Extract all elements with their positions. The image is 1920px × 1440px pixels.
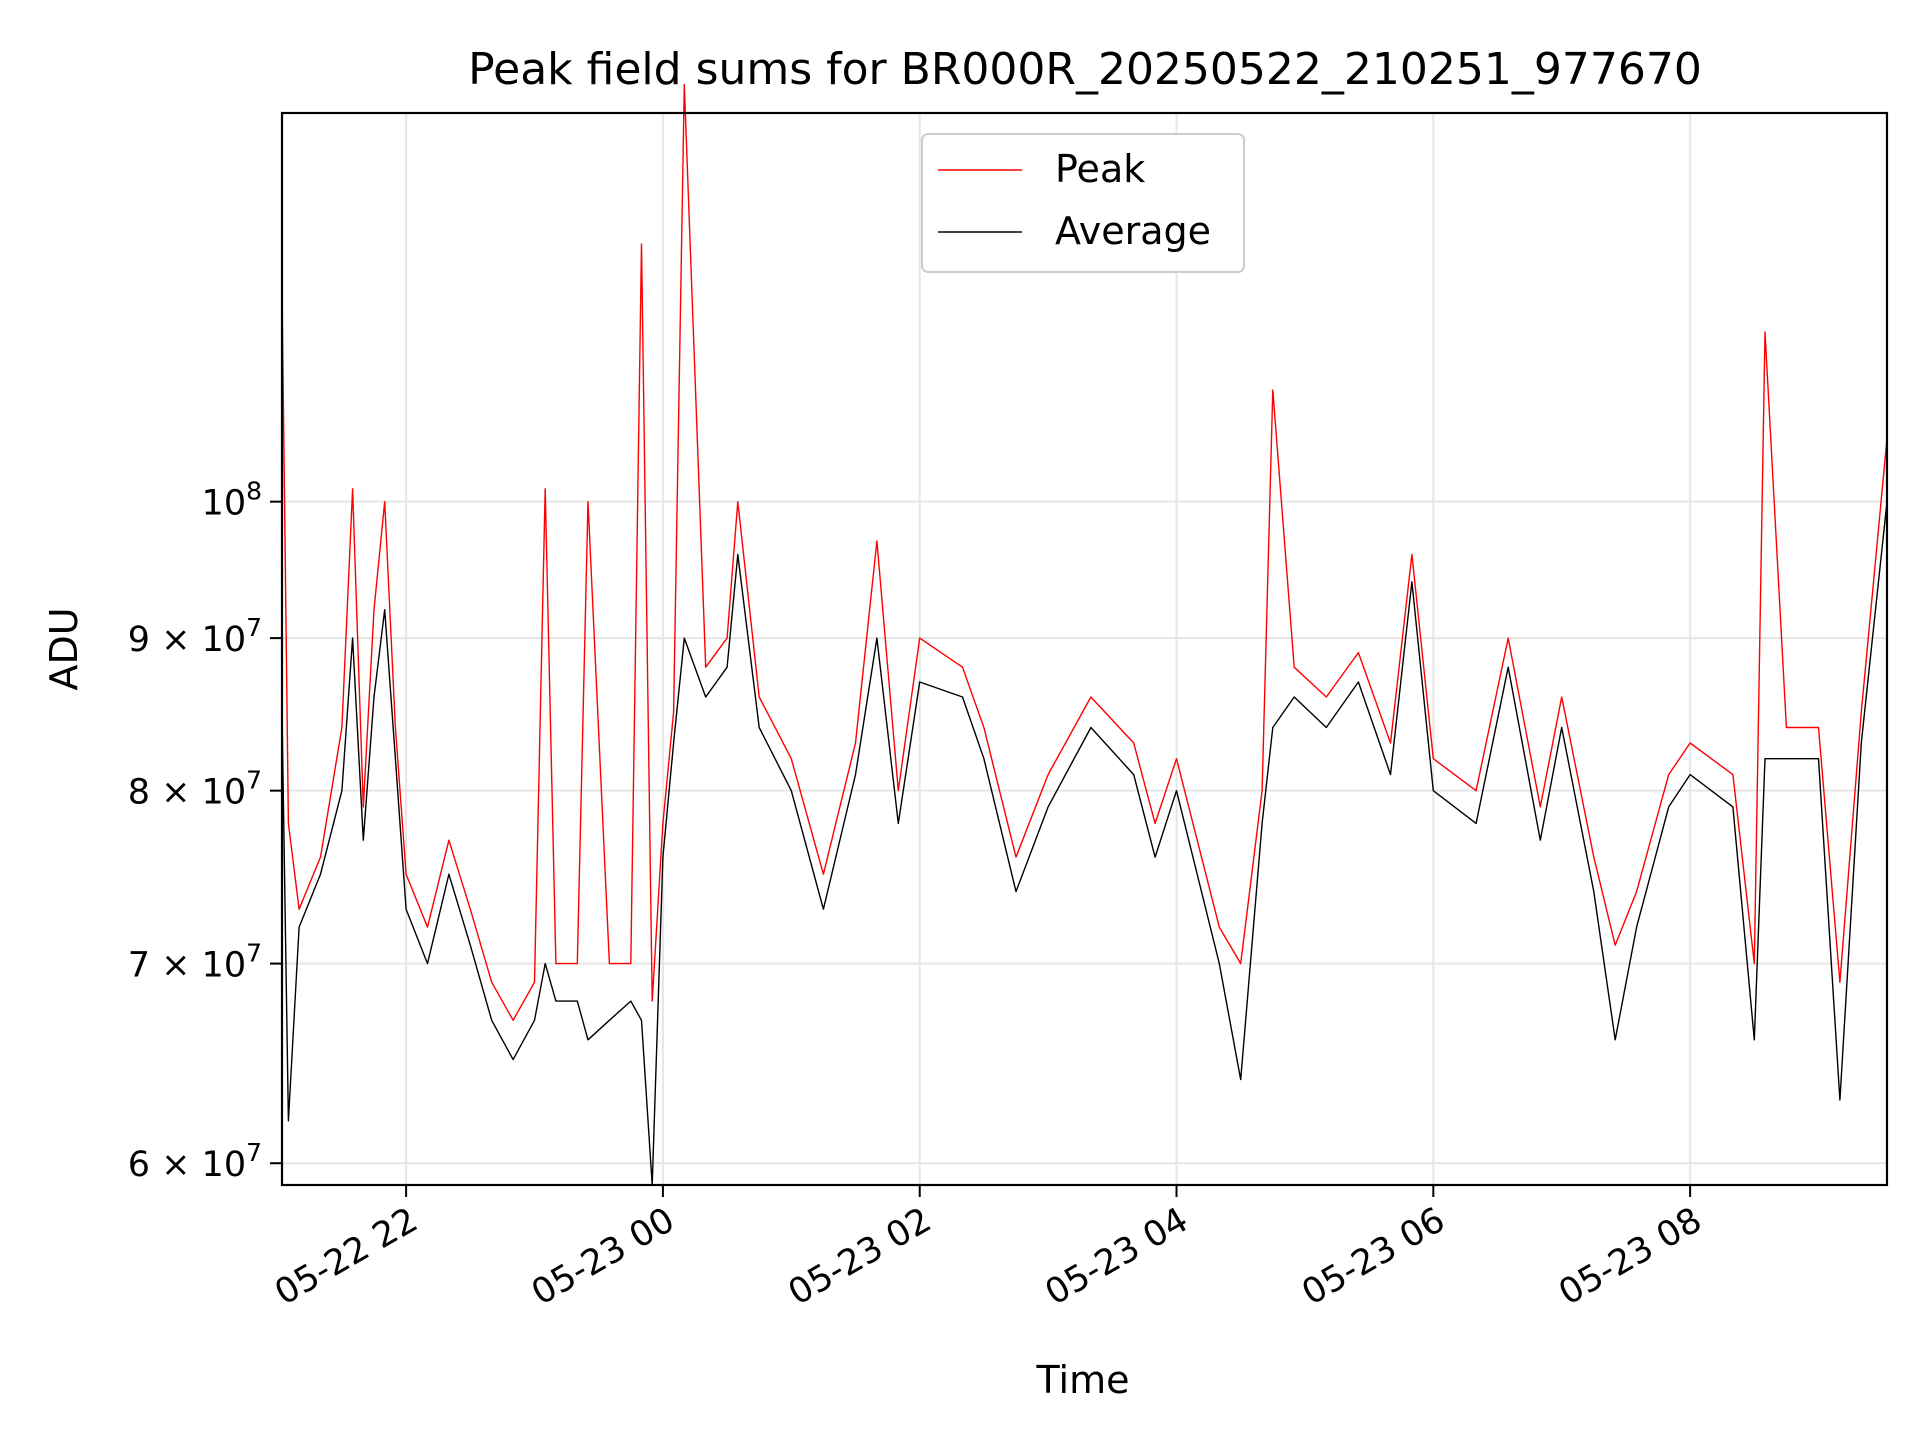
y-axis-ticks: 6 × 107 7 × 107 8 × 107 9 × 107 108: [128, 477, 282, 1185]
y-tick-label: 9 × 107: [128, 613, 262, 660]
y-tick-label: 6 × 107: [128, 1138, 262, 1185]
y-tick-label: 7 × 107: [128, 939, 262, 986]
y-tick-label: 8 × 107: [128, 766, 262, 813]
plot-frame: [280, 111, 1889, 1187]
y-axis-label: ADU: [42, 607, 86, 690]
grid: [282, 113, 1887, 1185]
y-tick-label: 108: [202, 477, 262, 524]
series-lines: [281, 83, 1888, 1186]
series-line-peak: [281, 83, 1888, 1021]
legend-box: [921, 133, 1245, 273]
legend: Peak Average: [921, 133, 1245, 273]
legend-peak-label: Peak: [1055, 147, 1145, 191]
legend-average-label: Average: [1055, 209, 1211, 253]
series-line-average: [281, 501, 1888, 1186]
chart-title: Peak field sums for BR000R_20250522_2102…: [468, 44, 1702, 95]
x-axis-label: Time: [1036, 1358, 1130, 1402]
